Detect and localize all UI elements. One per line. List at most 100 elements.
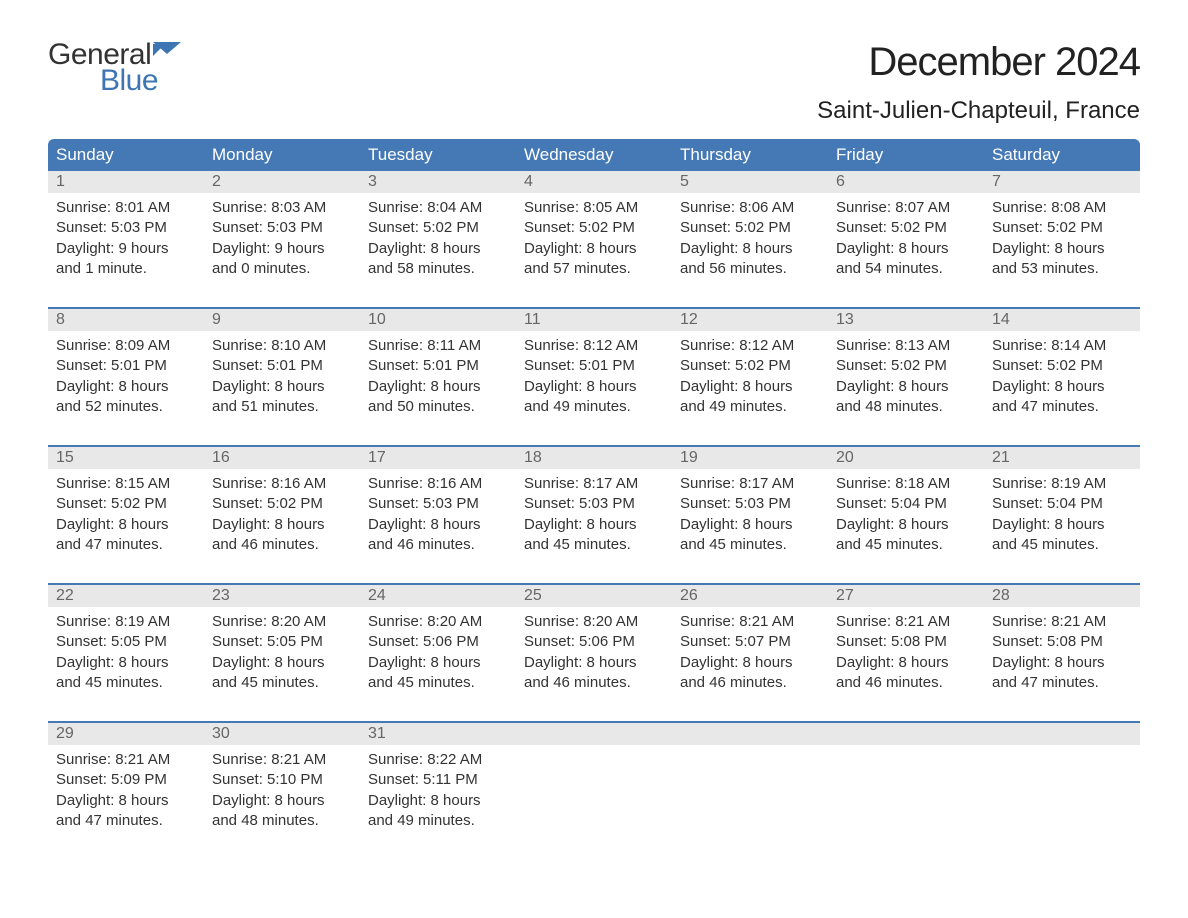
daylight-text: Daylight: 8 hours and 46 minutes.: [368, 515, 508, 556]
day-cell: Sunrise: 8:19 AMSunset: 5:04 PMDaylight:…: [984, 469, 1140, 583]
day-detail-row: Sunrise: 8:09 AMSunset: 5:01 PMDaylight:…: [48, 331, 1140, 445]
day-number: 3: [360, 171, 516, 193]
sunset-text: Sunset: 5:02 PM: [56, 494, 196, 514]
day-number: [672, 723, 828, 745]
day-cell: Sunrise: 8:10 AMSunset: 5:01 PMDaylight:…: [204, 331, 360, 445]
sunrise-text: Sunrise: 8:15 AM: [56, 474, 196, 494]
day-number: 24: [360, 585, 516, 607]
day-number: 12: [672, 309, 828, 331]
sunset-text: Sunset: 5:08 PM: [836, 632, 976, 652]
sunset-text: Sunset: 5:02 PM: [368, 218, 508, 238]
sunrise-text: Sunrise: 8:20 AM: [368, 612, 508, 632]
daylight-text: Daylight: 9 hours and 0 minutes.: [212, 239, 352, 280]
day-cell: Sunrise: 8:20 AMSunset: 5:06 PMDaylight:…: [360, 607, 516, 721]
sunrise-text: Sunrise: 8:12 AM: [524, 336, 664, 356]
day-cell: Sunrise: 8:15 AMSunset: 5:02 PMDaylight:…: [48, 469, 204, 583]
day-cell: Sunrise: 8:21 AMSunset: 5:10 PMDaylight:…: [204, 745, 360, 859]
sunrise-text: Sunrise: 8:11 AM: [368, 336, 508, 356]
sunset-text: Sunset: 5:07 PM: [680, 632, 820, 652]
daylight-text: Daylight: 8 hours and 52 minutes.: [56, 377, 196, 418]
sunset-text: Sunset: 5:03 PM: [524, 494, 664, 514]
daylight-text: Daylight: 8 hours and 45 minutes.: [368, 653, 508, 694]
day-number: 22: [48, 585, 204, 607]
sunrise-text: Sunrise: 8:12 AM: [680, 336, 820, 356]
sunset-text: Sunset: 5:03 PM: [368, 494, 508, 514]
day-number-row: 1234567: [48, 171, 1140, 193]
daylight-text: Daylight: 8 hours and 57 minutes.: [524, 239, 664, 280]
day-number: 13: [828, 309, 984, 331]
daylight-text: Daylight: 8 hours and 46 minutes.: [212, 515, 352, 556]
daylight-text: Daylight: 8 hours and 45 minutes.: [992, 515, 1132, 556]
logo-word2: Blue: [100, 66, 181, 96]
sunset-text: Sunset: 5:05 PM: [212, 632, 352, 652]
day-cell: Sunrise: 8:08 AMSunset: 5:02 PMDaylight:…: [984, 193, 1140, 307]
day-cell: Sunrise: 8:09 AMSunset: 5:01 PMDaylight:…: [48, 331, 204, 445]
daylight-text: Daylight: 8 hours and 50 minutes.: [368, 377, 508, 418]
day-cell: [672, 745, 828, 859]
day-number: 9: [204, 309, 360, 331]
sunrise-text: Sunrise: 8:17 AM: [680, 474, 820, 494]
day-cell: Sunrise: 8:16 AMSunset: 5:02 PMDaylight:…: [204, 469, 360, 583]
daylight-text: Daylight: 8 hours and 46 minutes.: [836, 653, 976, 694]
day-number: 25: [516, 585, 672, 607]
sunset-text: Sunset: 5:02 PM: [680, 356, 820, 376]
sunset-text: Sunset: 5:02 PM: [992, 218, 1132, 238]
daylight-text: Daylight: 8 hours and 58 minutes.: [368, 239, 508, 280]
day-cell: Sunrise: 8:01 AMSunset: 5:03 PMDaylight:…: [48, 193, 204, 307]
daylight-text: Daylight: 8 hours and 54 minutes.: [836, 239, 976, 280]
sunset-text: Sunset: 5:05 PM: [56, 632, 196, 652]
sunset-text: Sunset: 5:01 PM: [56, 356, 196, 376]
day-number: 11: [516, 309, 672, 331]
sunrise-text: Sunrise: 8:22 AM: [368, 750, 508, 770]
day-number: 5: [672, 171, 828, 193]
sunrise-text: Sunrise: 8:16 AM: [368, 474, 508, 494]
day-cell: Sunrise: 8:04 AMSunset: 5:02 PMDaylight:…: [360, 193, 516, 307]
sunrise-text: Sunrise: 8:21 AM: [212, 750, 352, 770]
daylight-text: Daylight: 8 hours and 47 minutes.: [56, 515, 196, 556]
daylight-text: Daylight: 8 hours and 48 minutes.: [836, 377, 976, 418]
sunset-text: Sunset: 5:02 PM: [836, 218, 976, 238]
sunrise-text: Sunrise: 8:06 AM: [680, 198, 820, 218]
day-cell: [828, 745, 984, 859]
day-header: Friday: [828, 139, 984, 171]
day-cell: Sunrise: 8:16 AMSunset: 5:03 PMDaylight:…: [360, 469, 516, 583]
day-cell: Sunrise: 8:06 AMSunset: 5:02 PMDaylight:…: [672, 193, 828, 307]
day-cell: [984, 745, 1140, 859]
sunrise-text: Sunrise: 8:20 AM: [212, 612, 352, 632]
day-header: Thursday: [672, 139, 828, 171]
day-cell: Sunrise: 8:21 AMSunset: 5:07 PMDaylight:…: [672, 607, 828, 721]
day-number-row: 22232425262728: [48, 585, 1140, 607]
day-cell: Sunrise: 8:11 AMSunset: 5:01 PMDaylight:…: [360, 331, 516, 445]
sunset-text: Sunset: 5:08 PM: [992, 632, 1132, 652]
day-cell: Sunrise: 8:21 AMSunset: 5:08 PMDaylight:…: [984, 607, 1140, 721]
sunrise-text: Sunrise: 8:17 AM: [524, 474, 664, 494]
day-detail-row: Sunrise: 8:15 AMSunset: 5:02 PMDaylight:…: [48, 469, 1140, 583]
day-cell: Sunrise: 8:12 AMSunset: 5:02 PMDaylight:…: [672, 331, 828, 445]
sunset-text: Sunset: 5:02 PM: [836, 356, 976, 376]
day-number-row: 15161718192021: [48, 447, 1140, 469]
day-cell: Sunrise: 8:13 AMSunset: 5:02 PMDaylight:…: [828, 331, 984, 445]
location-label: Saint-Julien-Chapteuil, France: [817, 97, 1140, 125]
calendar-table: Sunday Monday Tuesday Wednesday Thursday…: [48, 139, 1140, 859]
day-number: 1: [48, 171, 204, 193]
day-detail-row: Sunrise: 8:21 AMSunset: 5:09 PMDaylight:…: [48, 745, 1140, 859]
page-title: December 2024: [817, 40, 1140, 85]
sunrise-text: Sunrise: 8:21 AM: [836, 612, 976, 632]
daylight-text: Daylight: 8 hours and 46 minutes.: [524, 653, 664, 694]
day-number: 28: [984, 585, 1140, 607]
daylight-text: Daylight: 8 hours and 45 minutes.: [56, 653, 196, 694]
sunrise-text: Sunrise: 8:20 AM: [524, 612, 664, 632]
sunset-text: Sunset: 5:04 PM: [836, 494, 976, 514]
sunrise-text: Sunrise: 8:18 AM: [836, 474, 976, 494]
daylight-text: Daylight: 8 hours and 47 minutes.: [992, 377, 1132, 418]
daylight-text: Daylight: 8 hours and 49 minutes.: [524, 377, 664, 418]
day-number: [516, 723, 672, 745]
sunrise-text: Sunrise: 8:21 AM: [992, 612, 1132, 632]
sunset-text: Sunset: 5:03 PM: [212, 218, 352, 238]
sunset-text: Sunset: 5:11 PM: [368, 770, 508, 790]
sunset-text: Sunset: 5:01 PM: [368, 356, 508, 376]
day-number: 21: [984, 447, 1140, 469]
sunrise-text: Sunrise: 8:10 AM: [212, 336, 352, 356]
day-number: 31: [360, 723, 516, 745]
day-header: Tuesday: [360, 139, 516, 171]
